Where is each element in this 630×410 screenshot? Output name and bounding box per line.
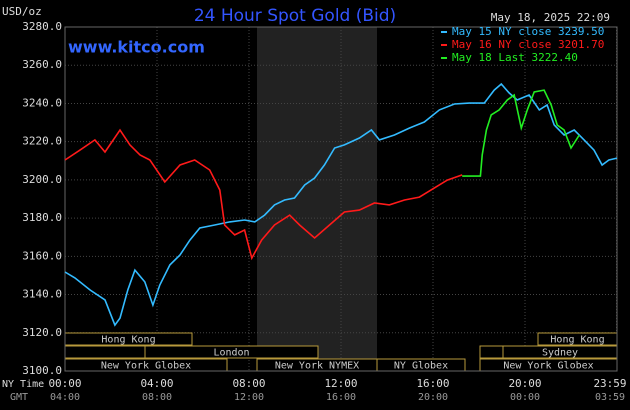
x-tick-label: 20:00: [508, 377, 541, 390]
session-label: New York Globex: [503, 361, 593, 372]
chart-title: 24 Hour Spot Gold (Bid): [194, 6, 396, 26]
nymex-shade: [257, 27, 377, 371]
x2-tick-label: 04:00: [50, 392, 80, 403]
legend-entry: May 16 NY close 3201.70: [452, 38, 604, 51]
session-label: New York Globex: [101, 361, 191, 372]
x2-tick-label: 00:00: [510, 392, 540, 403]
x2-tick-label: 12:00: [234, 392, 264, 403]
x-tick-label: 16:00: [416, 377, 449, 390]
session-label: Sydney: [542, 348, 578, 359]
y-tick-label: 3240.0: [22, 96, 62, 109]
x-tick-label: 04:00: [140, 377, 173, 390]
y-tick-label: 3220.0: [22, 135, 62, 148]
plot-frame: [64, 26, 618, 372]
series-line: [462, 89, 580, 177]
session-label: London: [213, 348, 249, 359]
series-line: [64, 128, 463, 261]
legend-entry: May 18 Last 3222.40: [452, 51, 578, 64]
session-bar: [64, 345, 146, 359]
series-line: [64, 82, 618, 327]
y-tick-label: 3200.0: [22, 173, 62, 186]
x-tick-label: 23:59: [593, 377, 626, 390]
x2-axis-label: GMT: [10, 392, 28, 403]
y-tick-label: 3100.0: [22, 364, 62, 377]
session-label: New York NYMEX: [275, 361, 359, 372]
session-label: NY Globex: [394, 361, 448, 372]
x-tick-label: 12:00: [324, 377, 357, 390]
session-label: Hong Kong: [101, 335, 155, 346]
timestamp: May 18, 2025 22:09: [491, 11, 610, 24]
session-bar: [479, 345, 504, 359]
x-axis-label: NY Time: [2, 379, 44, 390]
x2-tick-label: 20:00: [418, 392, 448, 403]
y-tick-label: 3180.0: [22, 211, 62, 224]
legend-entry: May 15 NY close 3239.50: [452, 25, 604, 38]
site-label: www.kitco.com: [68, 38, 205, 57]
y-tick-label: 3140.0: [22, 288, 62, 301]
y-tick-label: 3260.0: [22, 58, 62, 71]
session-label: Hong Kong: [550, 335, 604, 346]
x-tick-label: 08:00: [232, 377, 265, 390]
y-tick-label: 3120.0: [22, 326, 62, 339]
x-tick-label: 00:00: [48, 377, 81, 390]
y-axis-label: USD/oz: [2, 5, 42, 18]
y-tick-label: 3160.0: [22, 249, 62, 262]
x2-tick-label: 03:59: [595, 392, 625, 403]
x2-tick-label: 16:00: [326, 392, 356, 403]
x2-tick-label: 08:00: [142, 392, 172, 403]
y-tick-label: 3280.0: [22, 20, 62, 33]
